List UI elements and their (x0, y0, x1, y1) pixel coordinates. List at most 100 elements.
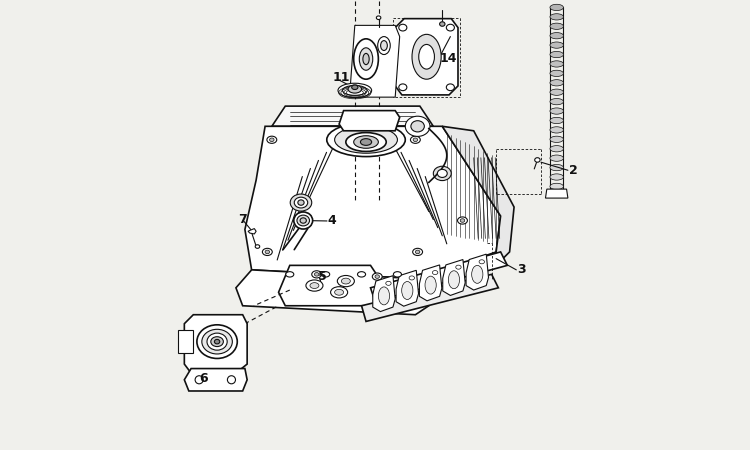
Polygon shape (184, 369, 248, 391)
Polygon shape (350, 25, 400, 97)
Text: 7: 7 (238, 213, 248, 225)
Ellipse shape (550, 70, 563, 77)
Polygon shape (184, 315, 248, 373)
Text: 11: 11 (333, 72, 350, 84)
Polygon shape (442, 126, 514, 261)
Ellipse shape (550, 117, 563, 124)
Ellipse shape (550, 14, 563, 20)
Polygon shape (178, 330, 194, 353)
Ellipse shape (405, 116, 430, 136)
Ellipse shape (550, 23, 563, 29)
Ellipse shape (372, 273, 382, 280)
Ellipse shape (294, 212, 313, 229)
Polygon shape (442, 260, 465, 296)
Ellipse shape (550, 4, 563, 10)
Ellipse shape (269, 138, 274, 142)
Ellipse shape (358, 272, 365, 277)
Ellipse shape (433, 270, 438, 274)
Polygon shape (545, 189, 568, 198)
Ellipse shape (446, 84, 454, 90)
Ellipse shape (411, 121, 424, 132)
Ellipse shape (410, 136, 420, 144)
Ellipse shape (394, 272, 401, 277)
Text: 2: 2 (568, 164, 578, 177)
Ellipse shape (413, 248, 422, 256)
Ellipse shape (359, 48, 373, 70)
Ellipse shape (550, 42, 563, 48)
Ellipse shape (354, 136, 378, 149)
Text: 5: 5 (318, 270, 327, 283)
Ellipse shape (312, 271, 322, 278)
Polygon shape (395, 18, 458, 95)
Ellipse shape (433, 166, 451, 180)
Ellipse shape (331, 287, 348, 298)
Ellipse shape (207, 333, 227, 350)
Ellipse shape (211, 337, 224, 347)
Ellipse shape (197, 325, 237, 359)
Ellipse shape (386, 281, 392, 285)
Ellipse shape (412, 34, 441, 79)
Ellipse shape (290, 194, 312, 211)
Ellipse shape (550, 164, 563, 171)
Ellipse shape (327, 123, 405, 157)
Ellipse shape (550, 99, 563, 105)
Ellipse shape (479, 260, 484, 264)
Ellipse shape (550, 51, 563, 58)
Ellipse shape (550, 61, 563, 67)
Ellipse shape (314, 273, 319, 276)
Polygon shape (419, 265, 442, 301)
Polygon shape (245, 126, 500, 279)
Polygon shape (466, 254, 488, 290)
Ellipse shape (550, 174, 563, 180)
Ellipse shape (550, 108, 563, 114)
Ellipse shape (425, 276, 436, 294)
Ellipse shape (376, 16, 381, 19)
Ellipse shape (265, 250, 269, 254)
Ellipse shape (297, 215, 310, 226)
Ellipse shape (446, 24, 454, 31)
Ellipse shape (535, 158, 540, 162)
Ellipse shape (550, 136, 563, 143)
Ellipse shape (267, 136, 277, 144)
Ellipse shape (286, 272, 294, 277)
Ellipse shape (255, 245, 260, 248)
Ellipse shape (334, 289, 344, 295)
Text: 4: 4 (328, 215, 337, 227)
Ellipse shape (322, 272, 330, 277)
Ellipse shape (440, 22, 445, 26)
Ellipse shape (227, 376, 236, 384)
Ellipse shape (344, 112, 388, 131)
Text: 14: 14 (440, 52, 457, 65)
Polygon shape (278, 266, 380, 306)
Text: 3: 3 (518, 263, 526, 276)
Polygon shape (248, 229, 256, 234)
Ellipse shape (456, 265, 461, 269)
Ellipse shape (550, 155, 563, 161)
Polygon shape (373, 276, 395, 311)
Ellipse shape (352, 85, 358, 90)
Ellipse shape (214, 339, 220, 344)
Ellipse shape (298, 200, 304, 205)
Ellipse shape (378, 287, 389, 305)
Ellipse shape (202, 329, 232, 354)
Ellipse shape (306, 280, 323, 291)
Ellipse shape (550, 127, 563, 133)
Ellipse shape (458, 217, 467, 224)
Polygon shape (272, 106, 434, 126)
Polygon shape (370, 252, 507, 301)
Ellipse shape (343, 86, 368, 95)
Polygon shape (396, 270, 418, 306)
Ellipse shape (550, 183, 563, 189)
Ellipse shape (550, 80, 563, 86)
Ellipse shape (437, 169, 447, 177)
Text: 6: 6 (200, 372, 208, 385)
Ellipse shape (361, 139, 372, 145)
Ellipse shape (550, 89, 563, 95)
Ellipse shape (402, 282, 413, 299)
Ellipse shape (348, 85, 361, 93)
Ellipse shape (338, 275, 354, 287)
Ellipse shape (334, 126, 398, 153)
Ellipse shape (346, 133, 386, 152)
Ellipse shape (550, 32, 563, 39)
Ellipse shape (338, 83, 372, 98)
